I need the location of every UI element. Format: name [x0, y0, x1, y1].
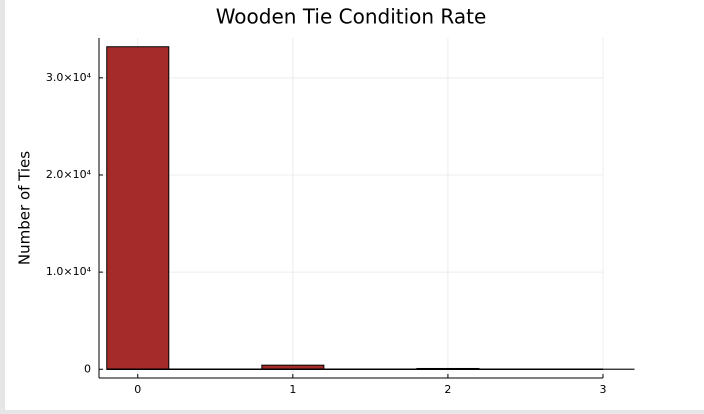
x-tick-label: 3 [600, 383, 607, 396]
chart-title: Wooden Tie Condition Rate [216, 5, 487, 29]
x-tick-label: 2 [444, 383, 451, 396]
y-axis-label: Number of Ties [16, 151, 34, 265]
window-edge [0, 0, 5, 414]
window-edge [0, 410, 704, 414]
bar [106, 46, 170, 370]
x-tick-label: 1 [289, 383, 296, 396]
y-tick-label: 1.0×10⁴ [46, 265, 92, 278]
y-tick-label: 2.0×10⁴ [46, 168, 92, 181]
y-tick-label: 3.0×10⁴ [46, 71, 92, 84]
x-tick-label: 0 [134, 383, 141, 396]
y-tick-label: 0 [84, 362, 91, 375]
